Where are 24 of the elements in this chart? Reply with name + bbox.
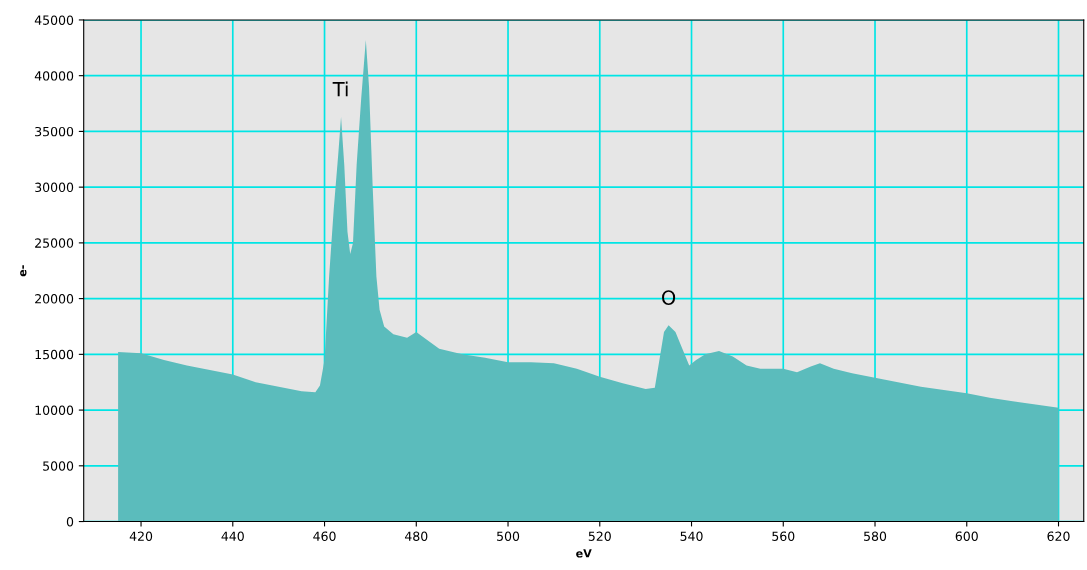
- y-tick-label: 40000: [34, 71, 74, 81]
- y-tick-label: 5000: [43, 461, 74, 471]
- x-tick-label: 480: [404, 531, 428, 541]
- y-tick-label: 10000: [35, 405, 74, 416]
- y-tick-label: 15000: [35, 349, 74, 360]
- y-tick-label: 45000: [34, 15, 74, 25]
- x-tick-label: 560: [772, 531, 795, 541]
- y-axis-title: e-: [20, 265, 27, 277]
- x-tick-label: 540: [680, 531, 703, 541]
- x-tick-label: 600: [955, 531, 978, 541]
- x-tick-label: 440: [221, 531, 244, 541]
- x-axis-title: eV: [576, 549, 592, 558]
- x-tick-label: 460: [313, 531, 336, 541]
- x-tick-label: 520: [588, 531, 611, 541]
- y-tick-label: 20000: [35, 294, 74, 304]
- y-tick-label: 0: [66, 517, 74, 527]
- y-tick-label: 35000: [35, 126, 74, 137]
- x-tick-label: 500: [497, 531, 520, 541]
- x-tick-label: 580: [864, 531, 887, 541]
- x-tick-label: 620: [1047, 531, 1070, 541]
- y-tick-label: 30000: [35, 182, 74, 193]
- x-tick-label: 420: [129, 531, 153, 541]
- y-tick-label: 25000: [35, 238, 74, 248]
- annotation: Ti: [332, 81, 348, 97]
